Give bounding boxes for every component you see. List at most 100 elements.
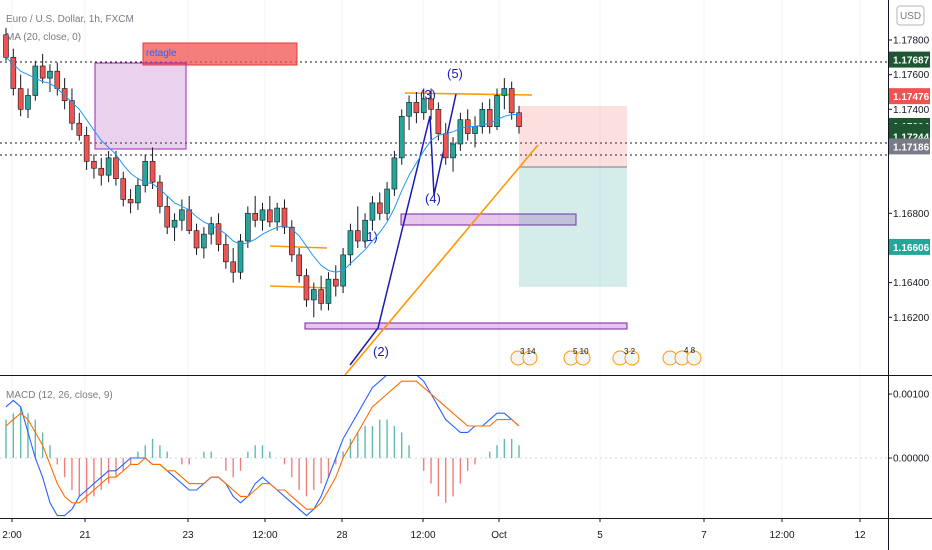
symbol-legend[interactable]: Euro / U.S. Dollar, 1h, FXCM: [6, 14, 134, 25]
price-tick-label: 1.16200: [893, 313, 930, 324]
stop-loss-area[interactable]: [519, 106, 627, 167]
price-tag: [889, 51, 930, 68]
price-tick-label: 1.16400: [893, 278, 930, 289]
currency-button-label: USD: [900, 11, 921, 22]
price-tick-label: 1.17600: [893, 70, 930, 81]
candle-body: [450, 143, 456, 159]
candle-body: [135, 185, 141, 204]
macd-line: [5, 376, 520, 517]
candle-body: [208, 223, 214, 235]
drawings[interactable]: retagle (1) (2) (3) (4) (5): [94, 42, 628, 375]
price-tag-label: 1.17476: [893, 92, 930, 103]
resistance-zone[interactable]: [142, 42, 298, 66]
time-tick-label: 12:00: [252, 530, 277, 541]
candle-body: [289, 226, 295, 256]
currency-button[interactable]: [896, 5, 925, 26]
candle-body: [310, 289, 317, 301]
candle-body: [186, 209, 193, 231]
candle-body: [398, 115, 405, 159]
macd-axis[interactable]: 0.00100 0.00000: [888, 390, 930, 465]
candle-body: [91, 161, 97, 169]
candle-body: [376, 202, 383, 214]
time-tick-label: 7: [701, 530, 707, 541]
candles: [3, 27, 522, 318]
price-tag: [889, 238, 930, 255]
flag-us-icon: [624, 350, 640, 366]
event-marker-2[interactable]: 5 10: [563, 347, 591, 366]
candle-body: [303, 275, 310, 301]
candle-body: [179, 209, 185, 221]
candle-body: [245, 213, 251, 242]
price-tags: 1.176871.174761.1730437:501.172441.17186…: [889, 51, 930, 255]
candle-body: [142, 161, 149, 186]
candle-body: [223, 244, 229, 263]
macd-histogram: [5, 406, 520, 503]
event-count-1: 3 14: [520, 347, 536, 356]
price-tag: [889, 88, 930, 105]
wave-label-5: (5): [447, 66, 463, 81]
candle-body: [47, 70, 53, 79]
candle-body: [494, 95, 500, 127]
time-tick-label: Oct: [491, 530, 507, 541]
candle-body: [435, 109, 442, 134]
candle-body: [457, 119, 464, 145]
uptrend-line[interactable]: [344, 144, 539, 375]
candle-body: [391, 157, 398, 190]
event-marker-1[interactable]: 3 14: [510, 347, 538, 366]
event-marker-3[interactable]: 3 2: [612, 347, 640, 366]
candle-body: [230, 261, 236, 273]
range-bottom-line[interactable]: [269, 285, 331, 289]
candle-body: [25, 95, 31, 110]
support-zone-lower[interactable]: [304, 322, 628, 330]
candle-body: [193, 230, 200, 249]
candle-body: [296, 254, 302, 276]
macd-legend[interactable]: MACD (12, 26, close, 9): [6, 390, 113, 401]
event-marker-4[interactable]: 4 8: [662, 346, 702, 366]
candle-body: [120, 178, 127, 200]
candle-body: [274, 207, 280, 223]
take-profit-area[interactable]: [519, 167, 627, 287]
candle-body: [54, 70, 61, 89]
price-axis[interactable]: 1.178001.176001.174001.172001.168001.164…: [888, 36, 930, 324]
macd-tick-label: 0.00100: [893, 390, 930, 401]
candle-body: [215, 223, 222, 245]
candle-body: [127, 199, 134, 204]
candle-body: [486, 109, 493, 127]
elliott-wave-path[interactable]: [349, 93, 457, 366]
candle-body: [69, 100, 75, 124]
price-tag: [889, 138, 930, 155]
candle-body: [157, 181, 163, 207]
candle-body: [267, 209, 273, 223]
candle-body: [201, 233, 207, 249]
consolidation-box[interactable]: [94, 62, 187, 150]
time-tick-label: 12: [854, 530, 866, 541]
flag-us-icon: [522, 350, 538, 366]
time-axis[interactable]: 2:00 21 23 12:00 28 12:00 Oct 5 7 12:00 12: [2, 518, 866, 541]
candle-body: [105, 157, 112, 176]
time-tick-label: 12:00: [769, 530, 794, 541]
wave-label-2: (2): [373, 344, 389, 359]
signal-line: [5, 380, 520, 510]
candle-body: [332, 278, 339, 287]
price-tick-label: 1.17400: [893, 105, 930, 116]
candle-body: [318, 289, 324, 304]
candle-body: [420, 98, 427, 114]
wave-label-4: (4): [425, 191, 441, 206]
price-tick-label: 1.17800: [893, 36, 930, 47]
candle-body: [39, 65, 46, 79]
economic-events[interactable]: 3 14 5 10 3 2 4 8: [510, 346, 702, 366]
ma-legend[interactable]: MA (20, close, 0): [6, 32, 81, 43]
candle-body: [83, 135, 90, 162]
candle-body: [362, 219, 368, 242]
support-zone-upper[interactable]: [400, 213, 577, 226]
time-tick-label: 12:00: [410, 530, 435, 541]
time-tick-label: 5: [597, 530, 603, 541]
time-tick-label: 21: [79, 530, 91, 541]
candle-body: [354, 230, 361, 242]
range-top-line[interactable]: [269, 245, 328, 249]
time-tick-label: 2:00: [2, 530, 22, 541]
price-tag-label: 1.16606: [893, 243, 930, 254]
event-count-3: 3 2: [624, 347, 636, 356]
candle-body: [61, 88, 68, 101]
